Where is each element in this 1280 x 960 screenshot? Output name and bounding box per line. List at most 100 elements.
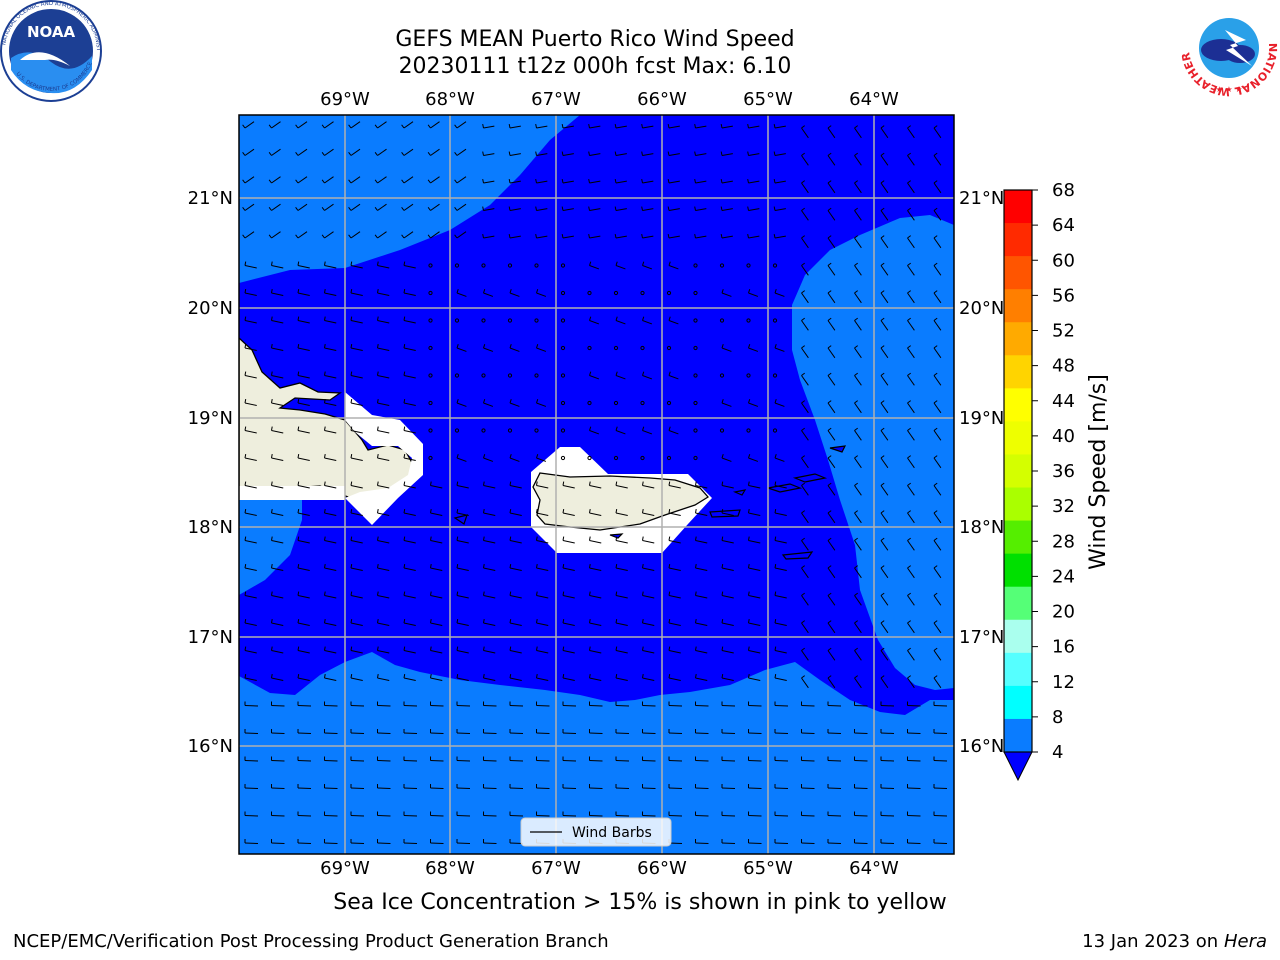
wind-barb xyxy=(244,677,257,681)
lat-lon-grid xyxy=(239,115,954,854)
wind-barb xyxy=(642,677,655,681)
wind-barb-flag xyxy=(536,508,538,514)
wind-barb-flag xyxy=(348,234,352,239)
wind-barb-flag xyxy=(350,453,353,459)
wind-barb xyxy=(907,567,915,579)
wind-barb xyxy=(377,650,390,654)
wind-barb-flag xyxy=(244,508,247,514)
wind-barb xyxy=(748,595,761,599)
wind-barb-flag xyxy=(350,618,353,624)
wind-barb xyxy=(907,430,915,441)
wind-barb-flag xyxy=(244,673,247,679)
wind-barb xyxy=(933,127,942,139)
wind-barb-flag xyxy=(297,508,300,514)
wind-barb xyxy=(748,125,760,129)
wind-barb-flag xyxy=(880,345,885,349)
wind-barb xyxy=(271,176,281,184)
lat-label-left: 18°N xyxy=(188,517,233,538)
wind-barb xyxy=(774,567,787,571)
wind-barb-flag xyxy=(297,261,300,266)
wind-barb-flag xyxy=(827,180,832,184)
wind-barb xyxy=(880,127,889,139)
wind-barb xyxy=(827,485,836,496)
wind-barb xyxy=(695,622,708,626)
wind-barb xyxy=(801,127,809,139)
wind-barb xyxy=(827,210,836,221)
wind-barb-flag xyxy=(403,508,406,514)
wind-barb-flag xyxy=(774,454,777,459)
wind-barb-flag xyxy=(456,563,459,569)
wind-barb xyxy=(350,375,363,379)
noaa-logo-text: NOAA xyxy=(27,23,76,41)
wind-barb xyxy=(695,567,708,571)
wind-barb-flag xyxy=(721,399,724,404)
wind-barb-flag xyxy=(933,400,938,404)
colorbar-tick-label: 32 xyxy=(1052,496,1075,517)
wind-barb xyxy=(456,148,467,156)
wind-barb xyxy=(271,677,284,681)
wind-barb xyxy=(695,650,708,654)
wind-barb xyxy=(880,457,889,469)
wind-barb-flag xyxy=(427,151,431,156)
wind-barb-flag xyxy=(615,673,618,679)
wind-barb-flag xyxy=(271,453,273,459)
wind-barb-flag xyxy=(403,618,406,624)
wind-barb xyxy=(536,540,549,544)
wind-barb-flag xyxy=(377,673,379,679)
wind-barb-flag xyxy=(880,235,885,239)
wind-barb xyxy=(854,540,862,551)
wind-barb-flag xyxy=(508,123,511,129)
wind-barb-flag xyxy=(295,151,299,156)
colorbar-segment xyxy=(1004,355,1032,389)
wind-barb-flag xyxy=(615,646,618,651)
wind-barb xyxy=(615,125,627,129)
wind-barb-flag xyxy=(907,400,912,404)
wind-barb xyxy=(615,235,627,239)
wind-barb-flag xyxy=(721,289,724,294)
wind-barb xyxy=(642,125,654,129)
wind-barb xyxy=(244,512,257,516)
wind-barb-flag xyxy=(695,673,697,679)
wind-barb xyxy=(615,540,628,544)
wind-barb xyxy=(615,485,628,489)
wind-barb-flag xyxy=(324,398,326,404)
lon-labels-top: 69°W 68°W 67°W 66°W 65°W 64°W xyxy=(320,89,899,110)
wind-barb-flag xyxy=(933,345,938,349)
wind-barb-flag xyxy=(668,563,671,569)
wind-barb xyxy=(589,512,602,516)
wind-barb-flag xyxy=(933,537,938,541)
wind-barb-calm xyxy=(560,455,566,461)
lat-label-right: 21°N xyxy=(959,188,1004,209)
wind-barb-flag xyxy=(456,399,459,404)
wind-barb-flag xyxy=(562,646,565,651)
wind-barb-flag xyxy=(589,646,591,651)
wind-barb-flag xyxy=(271,316,273,321)
wind-barb xyxy=(854,567,862,579)
wind-barb xyxy=(324,650,337,654)
wind-barb-flag xyxy=(297,591,300,596)
wind-barb-flag xyxy=(615,508,618,514)
wind-barb xyxy=(907,650,915,661)
wind-barb xyxy=(562,595,575,599)
wind-barb-calm xyxy=(693,290,698,296)
svg-text:NATIONAL WEATHER SERVICE: NATIONAL WEATHER SERVICE xyxy=(0,0,1279,98)
wind-barb xyxy=(483,153,495,156)
colorbar-segment xyxy=(1004,652,1032,687)
wind-barb xyxy=(403,567,416,571)
lat-label-right: 19°N xyxy=(959,408,1004,429)
wind-barb-flag xyxy=(827,675,832,679)
wind-barb-flag xyxy=(321,206,325,211)
wind-barb xyxy=(695,512,708,516)
wind-barb-flag xyxy=(297,426,300,431)
wind-barb xyxy=(801,375,809,386)
wind-barb-flag xyxy=(695,536,697,541)
wind-barb-flag xyxy=(427,206,431,211)
wind-barb xyxy=(509,540,522,544)
wind-barb xyxy=(509,677,522,681)
colorbar-segment xyxy=(1004,454,1032,489)
wind-barb xyxy=(721,650,734,654)
wind-barb-flag xyxy=(694,123,696,129)
wind-barb-flag xyxy=(509,481,512,486)
wind-barb xyxy=(244,148,255,156)
wind-barb xyxy=(801,320,809,331)
